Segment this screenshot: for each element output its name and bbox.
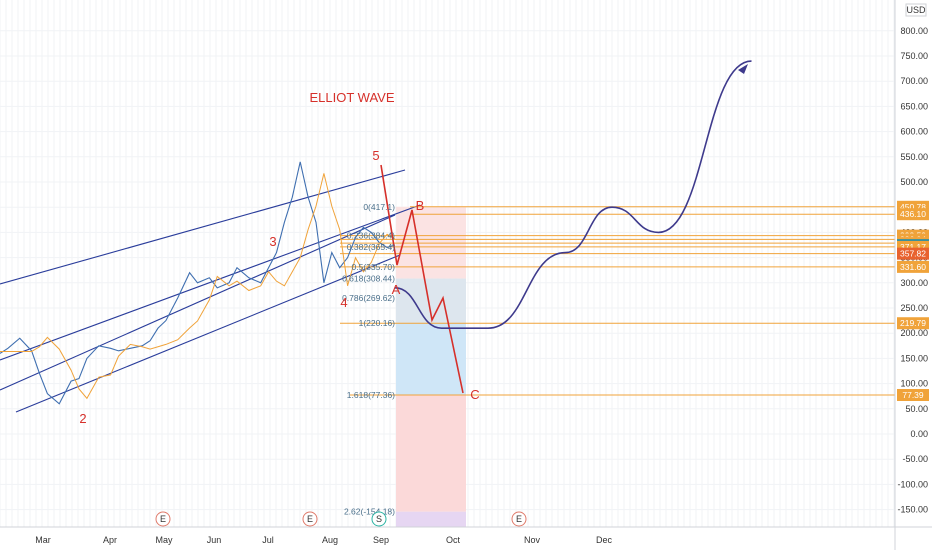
price-tag (897, 260, 929, 273)
y-tick-label: -50.00 (902, 454, 928, 464)
x-tick-label: Oct (446, 535, 461, 545)
fib-level-label: 0(417.1) (363, 202, 395, 212)
x-tick-label: Dec (596, 535, 613, 545)
projection-path (394, 60, 752, 329)
channel-line (0, 169, 406, 285)
projection-arrowhead (738, 64, 748, 74)
price-tag-label: 450.78 (900, 202, 926, 212)
currency-label: USD (906, 5, 926, 15)
y-tick-label: 500.00 (900, 177, 928, 187)
y-tick-label: -100.00 (897, 479, 928, 489)
x-tick-label: Jun (207, 535, 222, 545)
fib-zone-red (396, 394, 466, 512)
y-tick-label: 150.00 (900, 353, 928, 363)
price-tag (897, 208, 929, 221)
event-marker[interactable] (511, 511, 527, 527)
wave-label-5: 5 (372, 148, 379, 163)
event-marker[interactable] (155, 511, 171, 527)
wave-label-B: B (416, 198, 425, 213)
event-marker-label: S (376, 514, 382, 524)
wave-label-A: A (392, 282, 401, 297)
event-marker[interactable] (302, 511, 318, 527)
y-tick-label: 700.00 (900, 76, 928, 86)
fib-level-label: 1.618(77.36) (347, 390, 395, 400)
y-tick-label: 550.00 (900, 152, 928, 162)
fib-zone-purple (396, 511, 466, 527)
moving-average-line (0, 173, 396, 400)
y-tick-label: 100.00 (900, 379, 928, 389)
event-marker-label: E (516, 514, 522, 524)
price-tag-label: 371.17 (900, 242, 926, 252)
y-tick-label: 600.00 (900, 127, 928, 137)
y-tick-label: 50.00 (905, 404, 928, 414)
forecast-path-red (380, 164, 464, 394)
fib-level-label: 2.62(-154.18) (344, 507, 395, 517)
x-tick-label: Nov (524, 535, 541, 545)
x-tick-label: Mar (35, 535, 51, 545)
x-tick-label: Sep (373, 535, 389, 545)
y-tick-label: 0.00 (910, 429, 928, 439)
y-tick-label: 200.00 (900, 328, 928, 338)
price-tag (897, 317, 929, 330)
x-tick-label: May (155, 535, 173, 545)
y-tick-label: 750.00 (900, 51, 928, 61)
x-tick-label: Apr (103, 535, 117, 545)
wave-label-2: 2 (79, 411, 86, 426)
channel-line (0, 204, 421, 361)
price-axis (895, 0, 932, 550)
event-marker-label: E (307, 514, 313, 524)
price-tag-label: 436.10 (900, 209, 926, 219)
fib-level-label: 0.786(269.62) (342, 293, 395, 303)
wave-label-C: C (470, 387, 479, 402)
y-tick-label: 650.00 (900, 101, 928, 111)
y-tick-label: -150.00 (897, 505, 928, 515)
fib-level-label: 0.382(365.4) (347, 242, 395, 252)
fib-level-label: 0.5(335.70) (352, 262, 396, 272)
wave-label-3: 3 (269, 234, 276, 249)
price-series-line (0, 161, 396, 405)
price-tag-label: 331.60 (900, 262, 926, 272)
price-tag (897, 247, 929, 260)
x-tick-label: Aug (322, 535, 338, 545)
event-marker-label: E (160, 514, 166, 524)
price-tag (897, 388, 929, 401)
price-tag-label: 219.79 (900, 318, 926, 328)
fib-zone-blue (396, 323, 466, 395)
event-marker[interactable] (371, 511, 387, 527)
price-tag-label: 77.39 (902, 390, 924, 400)
y-tick-label: 250.00 (900, 303, 928, 313)
price-tag-label: 357.82 (900, 249, 926, 259)
fib-level-label: 0.236(384.4) (347, 231, 395, 241)
y-tick-label: 300.00 (900, 278, 928, 288)
chart-title: ELLIOT WAVE (309, 90, 394, 105)
y-tick-label: 800.00 (900, 26, 928, 36)
currency-badge (905, 3, 927, 17)
x-tick-label: Jul (262, 535, 274, 545)
channel-line (15, 254, 401, 413)
fib-level-label: 1(220.16) (359, 318, 396, 328)
wave-label-4: 4 (340, 295, 347, 310)
fib-level-label: 0.618(308.44) (342, 274, 395, 284)
